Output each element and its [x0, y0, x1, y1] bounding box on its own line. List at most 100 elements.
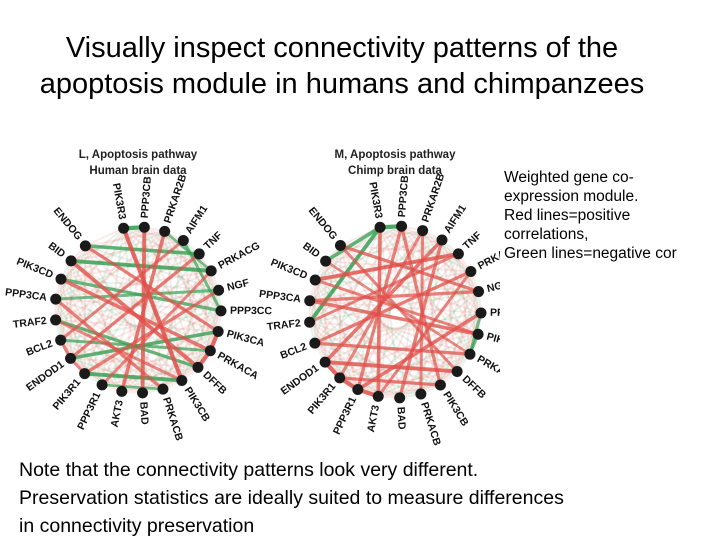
gene-node: [319, 356, 331, 368]
background-edge: [439, 253, 460, 386]
gene-node: [55, 334, 67, 346]
gene-label: AKT3: [109, 399, 126, 428]
gene-label: PRKACB: [160, 396, 185, 443]
conclusion-note: Note that the connectivity patterns look…: [19, 456, 564, 540]
background-edge: [143, 226, 200, 255]
gene-label: BAD: [137, 402, 150, 426]
background-edge: [121, 379, 183, 393]
background-edge: [324, 290, 479, 364]
background-edge: [70, 260, 183, 382]
gene-node: [157, 383, 169, 395]
gene-label: TRAF2: [266, 317, 301, 333]
background-edge: [197, 310, 222, 368]
gene-node: [415, 388, 427, 400]
gene-node: [79, 240, 91, 252]
background-edge: [314, 311, 482, 345]
gene-node: [118, 222, 130, 234]
gene-node: [434, 379, 446, 391]
background-edge: [457, 253, 471, 355]
gene-label: PRKAR2B: [162, 172, 190, 224]
gene-label: DFFB: [200, 369, 229, 397]
positive-correlation-edge: [313, 251, 461, 282]
background-edge: [338, 245, 342, 378]
gene-node: [334, 372, 346, 384]
gene-label: ENDOD1: [279, 362, 322, 397]
gene-node: [475, 307, 487, 319]
background-edge: [398, 290, 480, 399]
background-edge: [60, 230, 166, 280]
gene-label: AKT3: [365, 404, 382, 433]
background-edge: [308, 321, 341, 379]
gene-node: [396, 220, 408, 232]
background-edge: [308, 260, 327, 323]
gene-node: [320, 255, 332, 267]
legend-line-5: Green lines=negative cor: [504, 245, 677, 262]
background-edge: [377, 353, 471, 398]
gene-node: [79, 368, 91, 380]
background-edge: [60, 278, 219, 333]
gene-node: [212, 325, 224, 337]
gene-node: [394, 392, 406, 404]
gene-label: PPP3CB: [396, 174, 411, 217]
gene-node: [304, 316, 316, 328]
background-edge: [101, 253, 200, 386]
legend-line-4: correlations,: [504, 226, 589, 243]
gene-node: [204, 345, 216, 357]
background-edge: [338, 225, 403, 379]
background-edge: [308, 300, 327, 363]
gene-node: [55, 273, 67, 285]
background-edge: [70, 226, 145, 262]
gene-label: BCL2: [24, 338, 54, 359]
gene-node: [193, 248, 205, 260]
background-edge: [54, 319, 86, 375]
legend-note: Weighted gene co- expression module. Red…: [504, 168, 677, 263]
background-edge: [209, 290, 220, 351]
gene-node: [138, 221, 150, 233]
positive-correlation-edge: [308, 289, 481, 303]
panel-heading: L, Apoptosis pathway: [79, 149, 198, 161]
gene-node: [451, 365, 463, 377]
gene-node: [334, 240, 346, 252]
gene-node: [159, 225, 171, 237]
gene-label: PRKACG: [216, 240, 262, 272]
background-edge: [121, 349, 211, 393]
background-edge: [400, 226, 422, 395]
background-edge: [339, 244, 479, 336]
gene-label: BCL2: [279, 341, 309, 362]
panel-subheading: Chimp brain data: [348, 165, 443, 177]
background-edge: [379, 226, 472, 273]
panel-subheading: Human brain data: [89, 165, 187, 177]
background-edge: [339, 270, 472, 379]
background-edge: [55, 298, 211, 352]
background-edge: [162, 349, 211, 390]
negative-correlation-edge: [323, 225, 382, 263]
gene-node: [50, 314, 62, 326]
gene-node: [96, 379, 108, 391]
background-edge: [141, 253, 201, 394]
gene-label: PPP3CA: [258, 288, 302, 305]
background-edge: [378, 384, 441, 398]
background-edge: [84, 245, 123, 392]
positive-correlation-edge: [121, 226, 184, 383]
background-edge: [59, 339, 103, 386]
gene-label: PPP3CC: [490, 307, 500, 319]
legend-line-3: Red lines=positive: [504, 207, 631, 224]
gene-node: [176, 374, 188, 386]
background-edge: [60, 227, 125, 280]
gene-label: PIK3CA: [225, 328, 266, 350]
conclusion-line-2: Preservation statistics are ideally suit…: [19, 487, 564, 509]
gene-node: [372, 390, 384, 402]
background-edge: [379, 226, 442, 386]
negative-correlation-edge: [163, 230, 213, 273]
slide-title: Visually inspect connectivity patterns o…: [0, 30, 684, 102]
background-edge: [120, 240, 185, 392]
gene-label: AIFM1: [183, 203, 210, 236]
positive-correlation-edge: [338, 243, 481, 294]
gene-label: PIK3CD: [269, 256, 310, 282]
positive-correlation-edge: [54, 318, 184, 382]
positive-correlation-edge: [59, 238, 185, 342]
background-edge: [181, 330, 219, 382]
background-edge: [357, 388, 421, 396]
background-edge: [313, 245, 342, 344]
